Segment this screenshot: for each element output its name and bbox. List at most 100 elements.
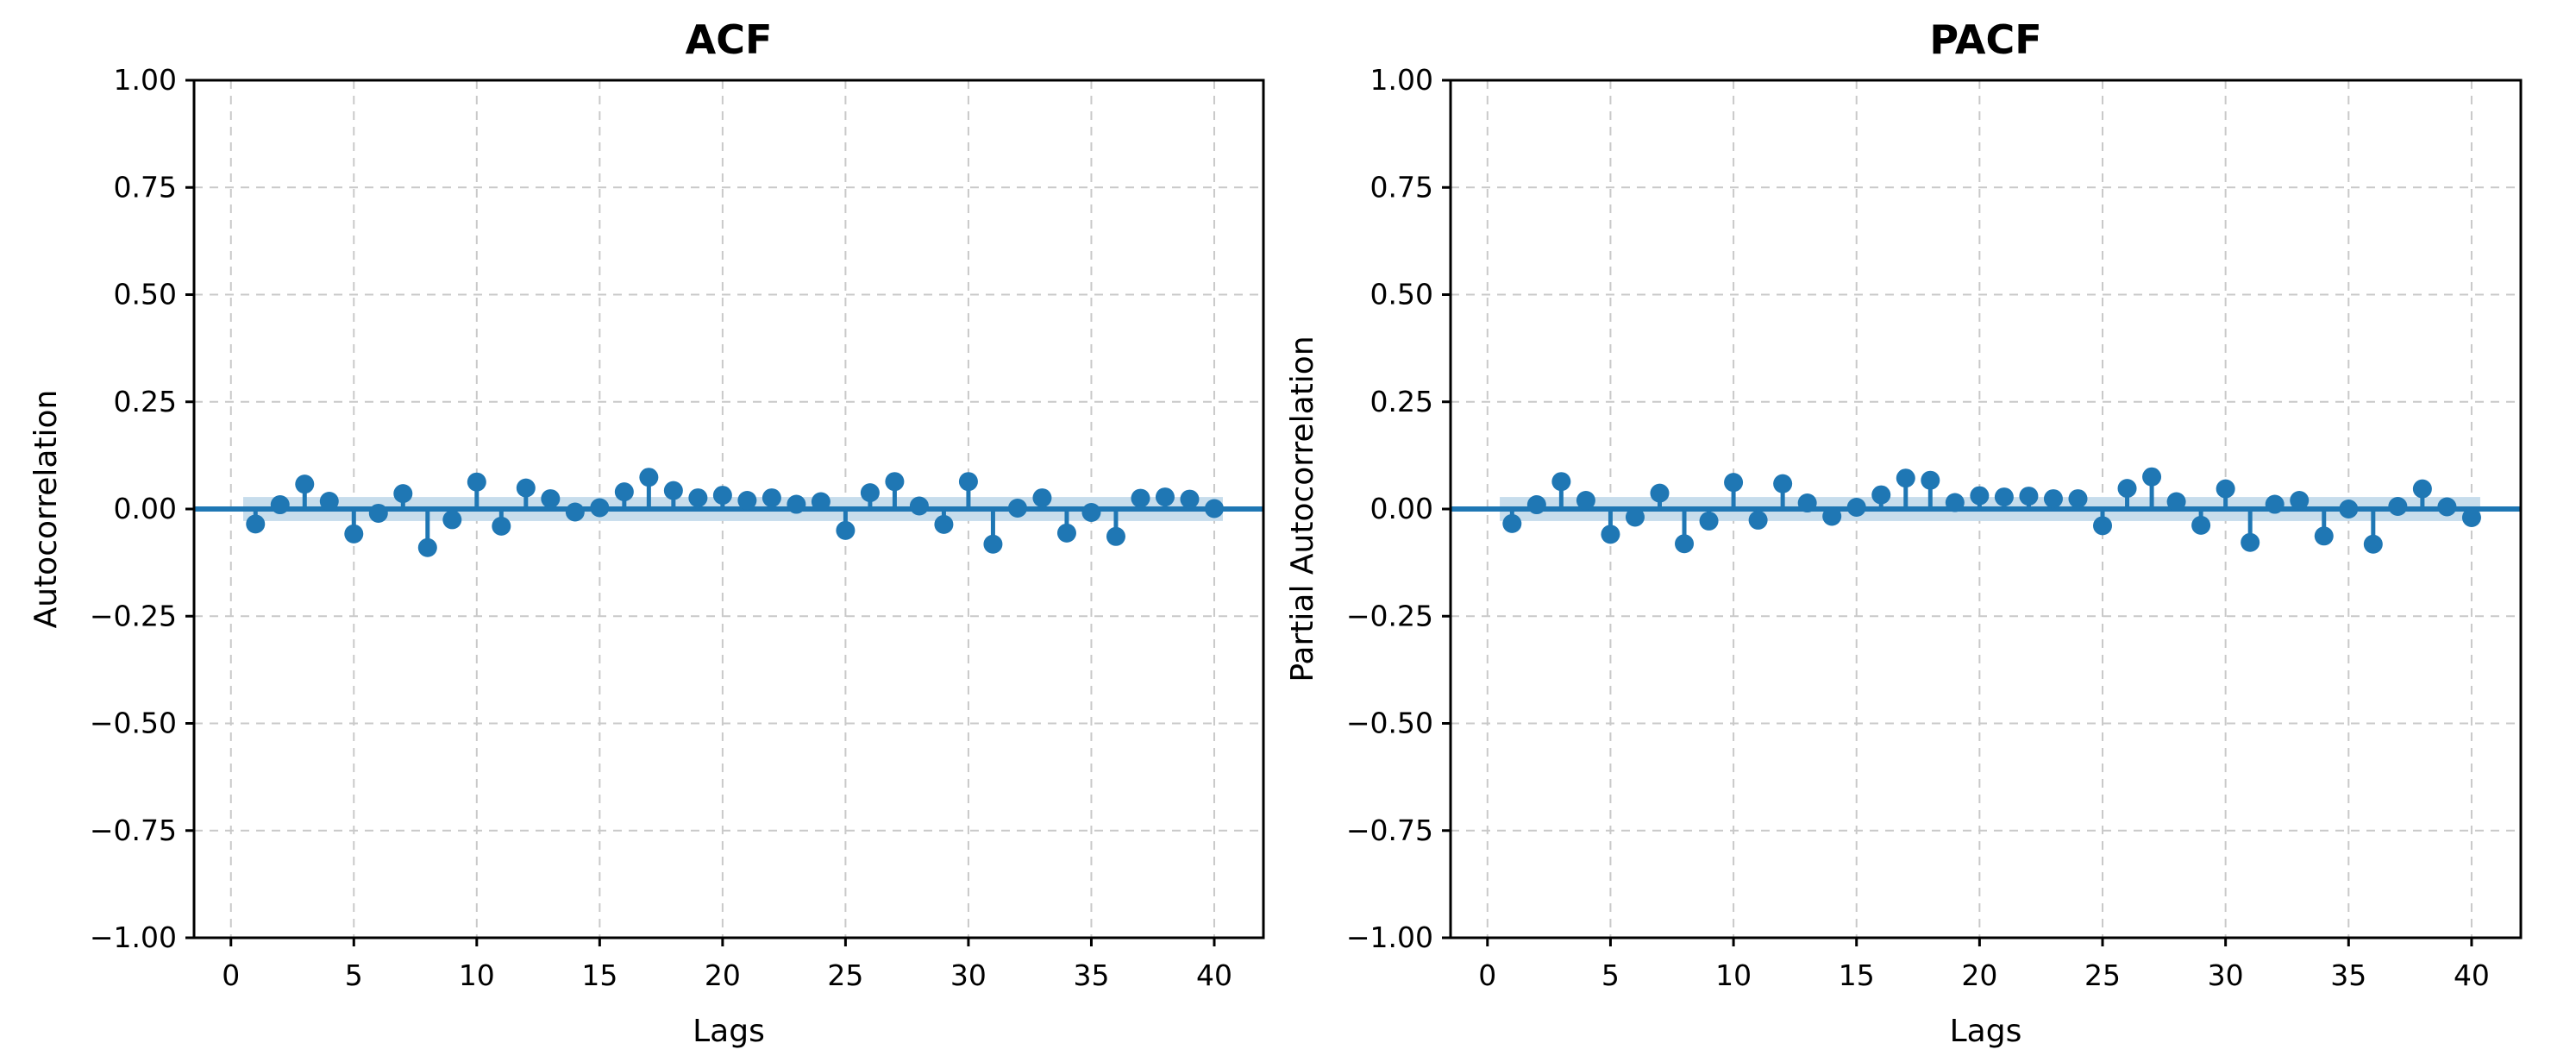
stem-marker <box>1994 487 2014 507</box>
stem-marker <box>2216 479 2235 499</box>
x-tick-label: 35 <box>2330 958 2366 992</box>
y-tick-label: 0.75 <box>1370 170 1433 204</box>
chart-title: ACF <box>686 16 773 63</box>
stem-marker <box>737 491 757 511</box>
stem-marker <box>2019 487 2039 506</box>
x-tick-label: 5 <box>1601 958 1620 992</box>
stem-marker <box>2388 497 2408 517</box>
stem-marker <box>246 514 266 534</box>
x-tick-label: 40 <box>2454 958 2490 992</box>
y-tick-label: −0.75 <box>1346 814 1433 847</box>
stem-marker <box>1551 472 1571 492</box>
stem-marker <box>1155 487 1175 507</box>
stem-marker <box>368 503 388 523</box>
stem-marker <box>1699 511 1719 531</box>
stem-marker <box>1896 468 1915 488</box>
stem-marker <box>1970 486 1990 506</box>
stem-marker <box>2339 500 2359 518</box>
stem-marker <box>1650 483 1670 503</box>
y-tick-label: 0.25 <box>114 385 177 418</box>
y-tick-label: 0.75 <box>114 170 177 204</box>
stem-marker <box>1032 488 1052 508</box>
stem-marker <box>2461 507 2481 527</box>
stem-marker <box>590 498 610 518</box>
stem-marker <box>319 492 339 512</box>
stem-marker <box>1601 525 1620 544</box>
y-tick-label: 1.00 <box>114 63 177 97</box>
x-tick-label: 15 <box>581 958 617 992</box>
stem-marker <box>516 478 536 498</box>
stem-marker <box>712 486 732 506</box>
stem-marker <box>1748 510 1768 530</box>
stem-marker <box>1871 485 1891 505</box>
x-tick-label: 35 <box>1073 958 1109 992</box>
stem-marker <box>639 468 659 487</box>
stem-marker <box>2093 516 2113 536</box>
stem-marker <box>2142 467 2162 487</box>
y-tick-label: −0.25 <box>90 599 177 632</box>
stem-marker <box>2191 515 2211 535</box>
x-tick-label: 0 <box>1478 958 1496 992</box>
y-tick-label: −0.50 <box>90 707 177 740</box>
x-tick-label: 25 <box>2084 958 2121 992</box>
stem-marker <box>811 492 830 512</box>
stem-marker <box>1131 488 1150 508</box>
x-tick-label: 30 <box>950 958 987 992</box>
stem-marker <box>2412 479 2432 499</box>
y-axis-label: Autocorrelation <box>28 390 64 629</box>
x-tick-label: 0 <box>222 958 240 992</box>
stem-marker <box>344 524 364 544</box>
stem-marker <box>1502 513 1522 533</box>
stem-marker <box>2290 491 2310 511</box>
stem-marker <box>1822 506 1842 526</box>
stem-marker <box>836 520 856 540</box>
stem-marker <box>1846 498 1866 518</box>
stem-marker <box>958 472 978 492</box>
y-tick-label: 0.25 <box>1370 385 1433 418</box>
stem-marker <box>1945 493 1965 512</box>
stem-marker <box>1773 474 1793 493</box>
y-tick-label: −0.25 <box>1346 599 1433 632</box>
y-axis-label: Partial Autocorrelation <box>1285 336 1320 682</box>
stem-marker <box>2068 489 2088 509</box>
x-tick-label: 20 <box>705 958 741 992</box>
stem-marker <box>1625 507 1645 527</box>
stem-marker <box>393 484 413 504</box>
y-tick-label: 1.00 <box>1370 63 1433 97</box>
stem-marker <box>1675 534 1695 554</box>
stem-marker <box>492 516 511 536</box>
stem-marker <box>1007 499 1027 518</box>
x-axis-label: Lags <box>1950 1014 2022 1049</box>
stem-marker <box>295 474 315 494</box>
stem-marker <box>860 483 880 503</box>
y-tick-label: −0.75 <box>90 814 177 847</box>
stem-marker <box>1081 502 1101 522</box>
stem-marker <box>2363 534 2383 554</box>
y-tick-label: 0.50 <box>114 278 177 311</box>
stem-marker <box>1106 526 1125 546</box>
x-tick-label: 20 <box>1961 958 1997 992</box>
stem-marker <box>1056 523 1076 543</box>
stem-marker <box>1921 470 1940 490</box>
stem-marker <box>2043 489 2063 509</box>
stem-marker <box>762 488 781 508</box>
x-tick-label: 40 <box>1196 958 1232 992</box>
stem-marker <box>1724 473 1744 493</box>
stem-marker <box>1204 499 1224 518</box>
stem-marker <box>2437 497 2457 517</box>
y-tick-label: −1.00 <box>90 921 177 954</box>
stem-marker <box>688 488 708 508</box>
stem-marker <box>885 472 905 492</box>
y-tick-label: −0.50 <box>1346 707 1433 740</box>
stem-marker <box>2241 532 2260 552</box>
x-tick-label: 10 <box>459 958 495 992</box>
stem-marker <box>614 482 634 502</box>
y-tick-label: 0.50 <box>1370 278 1433 311</box>
x-axis-label: Lags <box>693 1014 765 1049</box>
stem-marker <box>909 496 929 516</box>
y-tick-label: −1.00 <box>1346 921 1433 954</box>
stem-marker <box>1180 489 1200 509</box>
stem-marker <box>565 502 585 522</box>
